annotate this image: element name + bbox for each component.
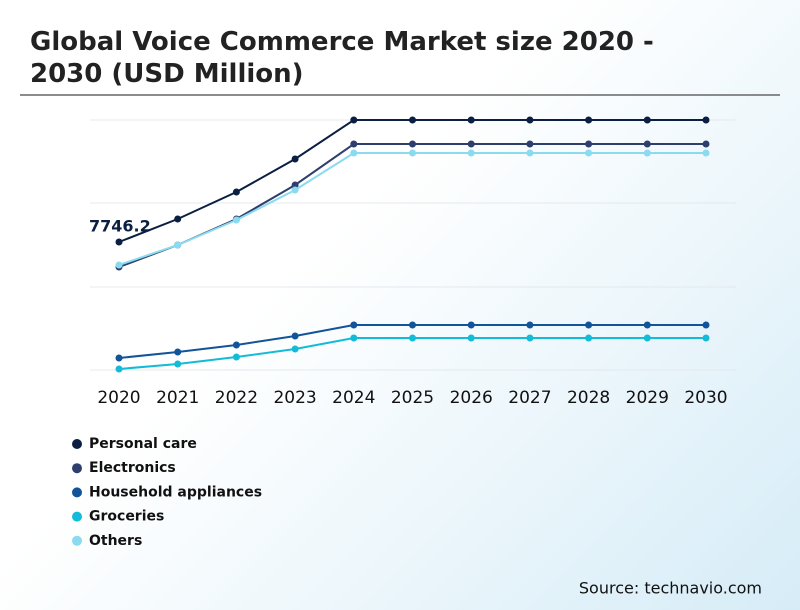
x-tick-label: 2030	[684, 388, 727, 408]
point	[643, 140, 651, 148]
point	[232, 341, 240, 349]
point	[232, 216, 240, 224]
point	[291, 186, 299, 194]
point	[643, 334, 651, 342]
series-line	[118, 151, 706, 266]
title-line: Global Voice Commerce Market size 2020 -	[30, 27, 654, 57]
point	[350, 116, 358, 124]
point	[702, 334, 710, 342]
title-line: 2030 (USD Million)	[30, 59, 304, 89]
x-tick-label: 2027	[508, 388, 551, 408]
x-tick-label: 2020	[97, 388, 140, 408]
legend-marker	[72, 535, 82, 546]
point	[643, 116, 651, 124]
point	[350, 149, 358, 157]
chart-title: Global Voice Commerce Market size 2020 -…	[30, 27, 654, 89]
point	[350, 334, 358, 342]
point	[350, 140, 358, 148]
point	[526, 334, 534, 342]
point	[467, 149, 475, 157]
point	[585, 321, 593, 329]
point	[409, 140, 416, 148]
point	[115, 238, 123, 246]
point	[585, 116, 593, 124]
point	[702, 321, 710, 329]
x-tick-label: 2025	[391, 388, 434, 408]
legend-label: Groceries	[89, 509, 164, 525]
x-tick-label: 2028	[567, 388, 610, 408]
point	[702, 140, 710, 148]
point	[115, 261, 123, 269]
point	[467, 140, 475, 148]
series-line	[118, 336, 706, 370]
legend-marker	[72, 487, 82, 498]
point	[232, 188, 240, 196]
data-label: 7746.2	[89, 217, 151, 236]
point	[291, 345, 299, 353]
x-tick-label: 2024	[332, 388, 375, 408]
point	[350, 321, 358, 329]
legend-marker	[72, 439, 82, 449]
point	[115, 365, 123, 373]
source: Source: technavio.com	[579, 579, 762, 598]
point	[174, 241, 182, 249]
point	[291, 332, 299, 340]
point	[702, 116, 710, 124]
legend-label: Electronics	[89, 460, 176, 476]
legend-marker	[72, 463, 82, 474]
point	[467, 334, 475, 342]
point	[585, 334, 593, 342]
point	[526, 149, 534, 157]
point	[115, 354, 123, 362]
point	[643, 321, 651, 329]
point	[232, 353, 240, 361]
point	[467, 321, 475, 329]
x-tick-label: 2021	[156, 388, 199, 408]
legend-label: Household appliances	[89, 484, 262, 500]
point	[585, 149, 593, 157]
point	[409, 116, 416, 124]
point	[526, 116, 534, 124]
point	[174, 215, 182, 223]
legend-marker	[72, 511, 82, 522]
x-tick-label: 2029	[626, 388, 669, 408]
point	[409, 334, 416, 342]
legend-label: Others	[89, 533, 142, 549]
point	[467, 116, 475, 124]
point	[291, 155, 299, 163]
point	[526, 321, 534, 329]
x-tick-label: 2022	[215, 388, 258, 408]
point	[409, 149, 416, 157]
point	[643, 149, 651, 157]
point	[174, 360, 182, 368]
legend-label: Personal care	[89, 436, 197, 452]
point	[526, 140, 534, 148]
series-line	[118, 119, 706, 243]
x-tick-label: 2026	[450, 388, 493, 408]
point	[409, 321, 416, 329]
series-line	[118, 324, 706, 359]
x-tick-label: 2023	[273, 388, 316, 408]
point	[291, 181, 299, 189]
point	[174, 348, 182, 356]
point	[702, 149, 710, 157]
point	[585, 140, 593, 148]
